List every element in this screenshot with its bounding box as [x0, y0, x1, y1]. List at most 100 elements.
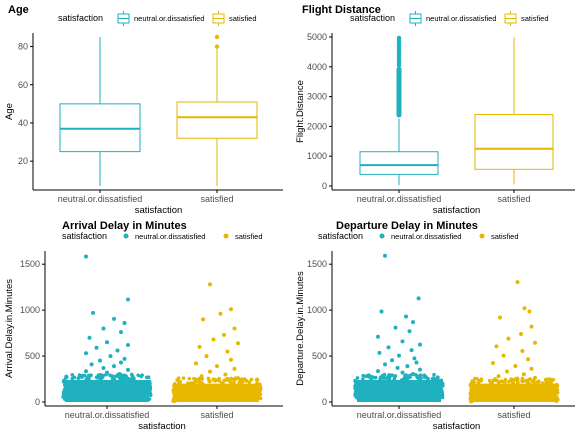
scatter-point [353, 386, 357, 390]
y-tick-label: 500 [312, 351, 327, 361]
y-tick-label: 20 [18, 156, 28, 166]
scatter-point [194, 377, 198, 382]
scatter-point [370, 375, 375, 379]
y-axis-label: Age [4, 103, 15, 120]
scatter-point [400, 339, 405, 344]
scatter-point [197, 344, 202, 349]
legend-label-0: neutral.or.dissatisfied [391, 232, 461, 241]
scatter-point [211, 337, 216, 342]
legend: satisfaction neutral.or.dissatisfied satis… [62, 231, 263, 241]
legend-key-1 [479, 233, 485, 239]
y-tick-label: 0 [322, 397, 327, 407]
scatter-point [543, 377, 548, 382]
scatter-point [108, 354, 113, 359]
y-axis-label: Flight.Distance [295, 80, 306, 143]
scatter-point [439, 382, 444, 387]
x-axis-label: satisfaction [135, 205, 183, 216]
scatter-point [82, 373, 87, 378]
scatter-point [117, 375, 122, 380]
scatter-point [227, 378, 232, 383]
scatter-point [112, 364, 116, 369]
scatter-point [546, 377, 551, 381]
scatter-point [222, 332, 226, 337]
y-tick-label: 1000 [20, 305, 40, 315]
scatter-point [207, 379, 211, 383]
scatter-point [476, 380, 481, 384]
scatter-point [110, 376, 115, 381]
box-1 [176, 34, 258, 186]
scatter-point [364, 374, 368, 379]
scatter-point [217, 379, 222, 383]
scatter-point [63, 386, 67, 391]
scatter-point [527, 381, 531, 386]
y-axis-label: Arrival.Delay.in.Minutes [4, 279, 15, 378]
scatter-point [94, 345, 99, 350]
scatter-point [489, 381, 493, 386]
scatter-point [533, 340, 537, 345]
scatter-point [215, 364, 219, 369]
box-0 [59, 37, 141, 186]
scatter-point [470, 399, 474, 404]
x-tick-label: satisfied [497, 410, 530, 420]
legend: satisfaction neutral.or.dissatisfied satis… [318, 231, 519, 241]
scatter-point [236, 341, 240, 346]
dense-point-cloud [65, 379, 149, 402]
scatter-series-1 [468, 280, 560, 404]
scatter-point [194, 361, 198, 366]
scatter-point [501, 353, 506, 358]
scatter-point [397, 353, 401, 358]
scatter-series-0 [353, 253, 445, 402]
y-tick-label: 40 [18, 118, 28, 128]
scatter-point [395, 365, 400, 370]
scatter-point [519, 332, 523, 337]
scatter-point [354, 394, 358, 398]
scatter-point [112, 316, 116, 321]
scatter-point [503, 380, 507, 385]
scatter-point [70, 373, 75, 377]
scatter-point [498, 315, 502, 320]
x-tick-label: neutral.or.dissatisfied [58, 194, 143, 204]
y-tick-label: 80 [18, 42, 28, 52]
scatter-point [526, 357, 530, 362]
scatter-point [147, 379, 152, 384]
scatter-point [422, 373, 427, 378]
scatter-point [361, 377, 365, 381]
scatter-point [487, 378, 492, 383]
scatter-point [126, 297, 130, 302]
scatter-point [188, 381, 193, 386]
chart-title: Departure Delay in Minutes [336, 220, 478, 232]
scatter-point [533, 375, 537, 380]
legend-label-1: satisfied [491, 232, 519, 241]
scatter-point [555, 391, 560, 395]
scatter-point [537, 379, 541, 384]
legend-label-1: satisfied [235, 232, 263, 241]
legend-label-1: satisfied [521, 14, 549, 23]
scatter-point [89, 362, 94, 367]
y-tick-label: 0 [322, 181, 327, 191]
scatter-point [503, 377, 508, 382]
box-0 [359, 35, 439, 186]
scatter-point [555, 382, 559, 387]
scatter-point [176, 376, 181, 380]
scatter-point [122, 320, 127, 325]
scatter-point [177, 380, 181, 385]
scatter-point [469, 382, 473, 386]
scatter-point [411, 320, 415, 325]
scatter-point [524, 378, 529, 383]
scatter-series-0 [61, 254, 153, 402]
x-tick-label: neutral.or.dissatisfied [357, 194, 442, 204]
scatter-point [409, 348, 414, 353]
scatter-point [105, 370, 109, 375]
y-tick-label: 1000 [307, 151, 327, 161]
y-tick-label: 1000 [307, 305, 327, 315]
scatter-point [554, 387, 559, 392]
y-tick-label: 60 [18, 80, 28, 90]
scatter-point [192, 380, 197, 385]
scatter-point [117, 371, 122, 376]
scatter-point [236, 376, 240, 381]
legend: satisfaction neutral.or.dissatisfied satis… [58, 11, 257, 26]
scatter-point [119, 360, 123, 365]
box-iqr [359, 151, 439, 175]
scatter-point [513, 363, 518, 368]
